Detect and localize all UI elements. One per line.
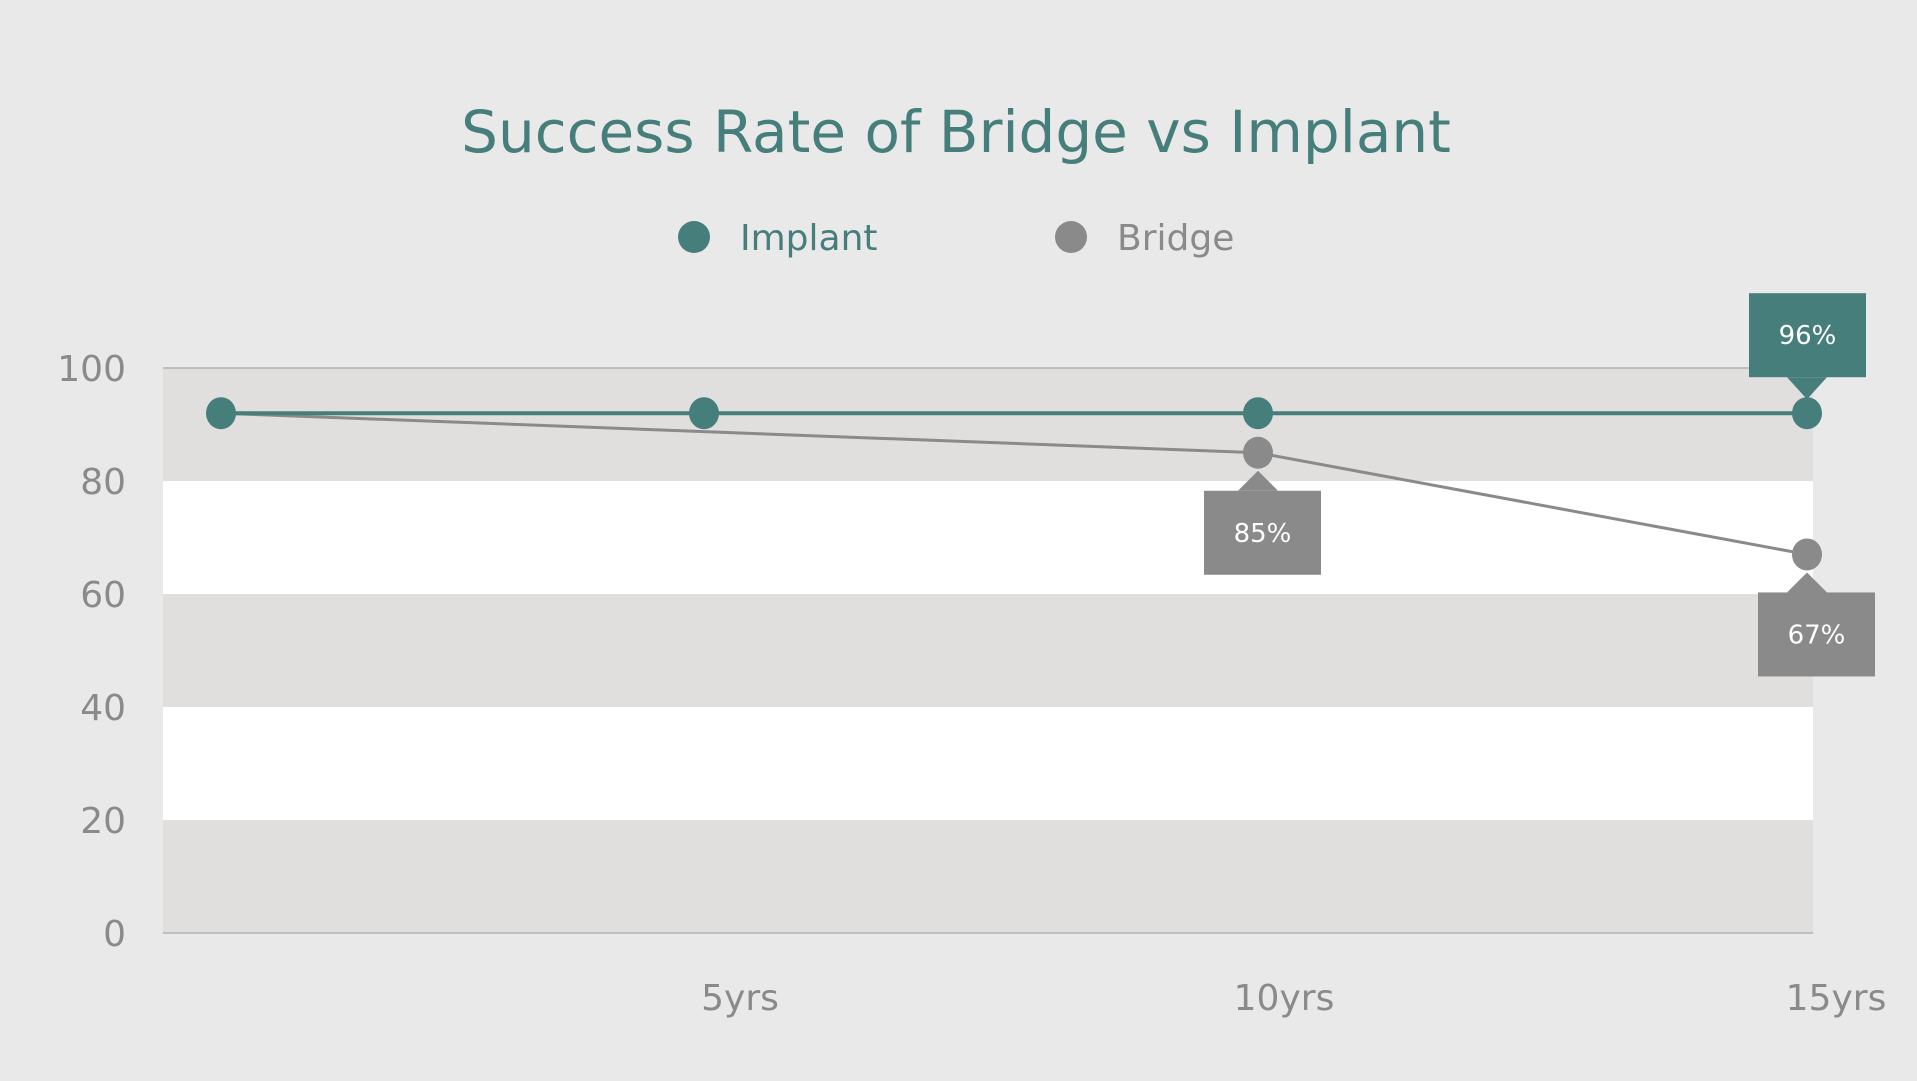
y-tick-label: 100 (57, 349, 126, 390)
callout-text: 96% (1779, 321, 1837, 351)
grid-band (163, 594, 1813, 707)
y-tick-label: 60 (80, 575, 126, 616)
legend-label-bridge: Bridge (1117, 218, 1234, 259)
grid-band (163, 707, 1813, 820)
x-tick-label: 5yrs (701, 978, 779, 1019)
callout-pointer (1787, 377, 1827, 400)
grid-band (163, 481, 1813, 594)
y-tick-label: 80 (80, 462, 126, 503)
y-tick-label: 40 (80, 688, 126, 729)
data-point-bridge (1792, 538, 1822, 571)
x-tick-label: 15yrs (1786, 978, 1887, 1019)
callout-pointer (1238, 470, 1278, 491)
grid-band (163, 368, 1813, 481)
legend: Implant Bridge (678, 218, 1234, 259)
callout-box (1204, 490, 1321, 575)
chart-title: Success Rate of Bridge vs Implant (461, 98, 1451, 166)
data-point-implant (689, 397, 719, 430)
data-point-bridge (1243, 436, 1273, 469)
data-point-implant (1243, 397, 1273, 430)
legend-marker-implant (678, 221, 710, 253)
y-tick-label: 0 (103, 914, 126, 955)
callout-pointer (1787, 572, 1827, 593)
y-tick-label: 20 (80, 801, 126, 842)
data-label-callout: 96% (1749, 293, 1866, 400)
grid-band (163, 820, 1813, 933)
data-label-callout: 85% (1204, 470, 1321, 575)
x-tick-label: 10yrs (1234, 978, 1335, 1019)
callout-text: 67% (1788, 620, 1846, 650)
callout-box (1758, 592, 1875, 677)
callout-box (1749, 293, 1866, 378)
data-label-callout: 67% (1758, 572, 1875, 677)
legend-marker-bridge (1055, 221, 1087, 253)
data-point-implant (1792, 397, 1822, 430)
data-point-implant (206, 397, 236, 430)
callout-text: 85% (1234, 519, 1292, 549)
legend-label-implant: Implant (740, 218, 878, 259)
